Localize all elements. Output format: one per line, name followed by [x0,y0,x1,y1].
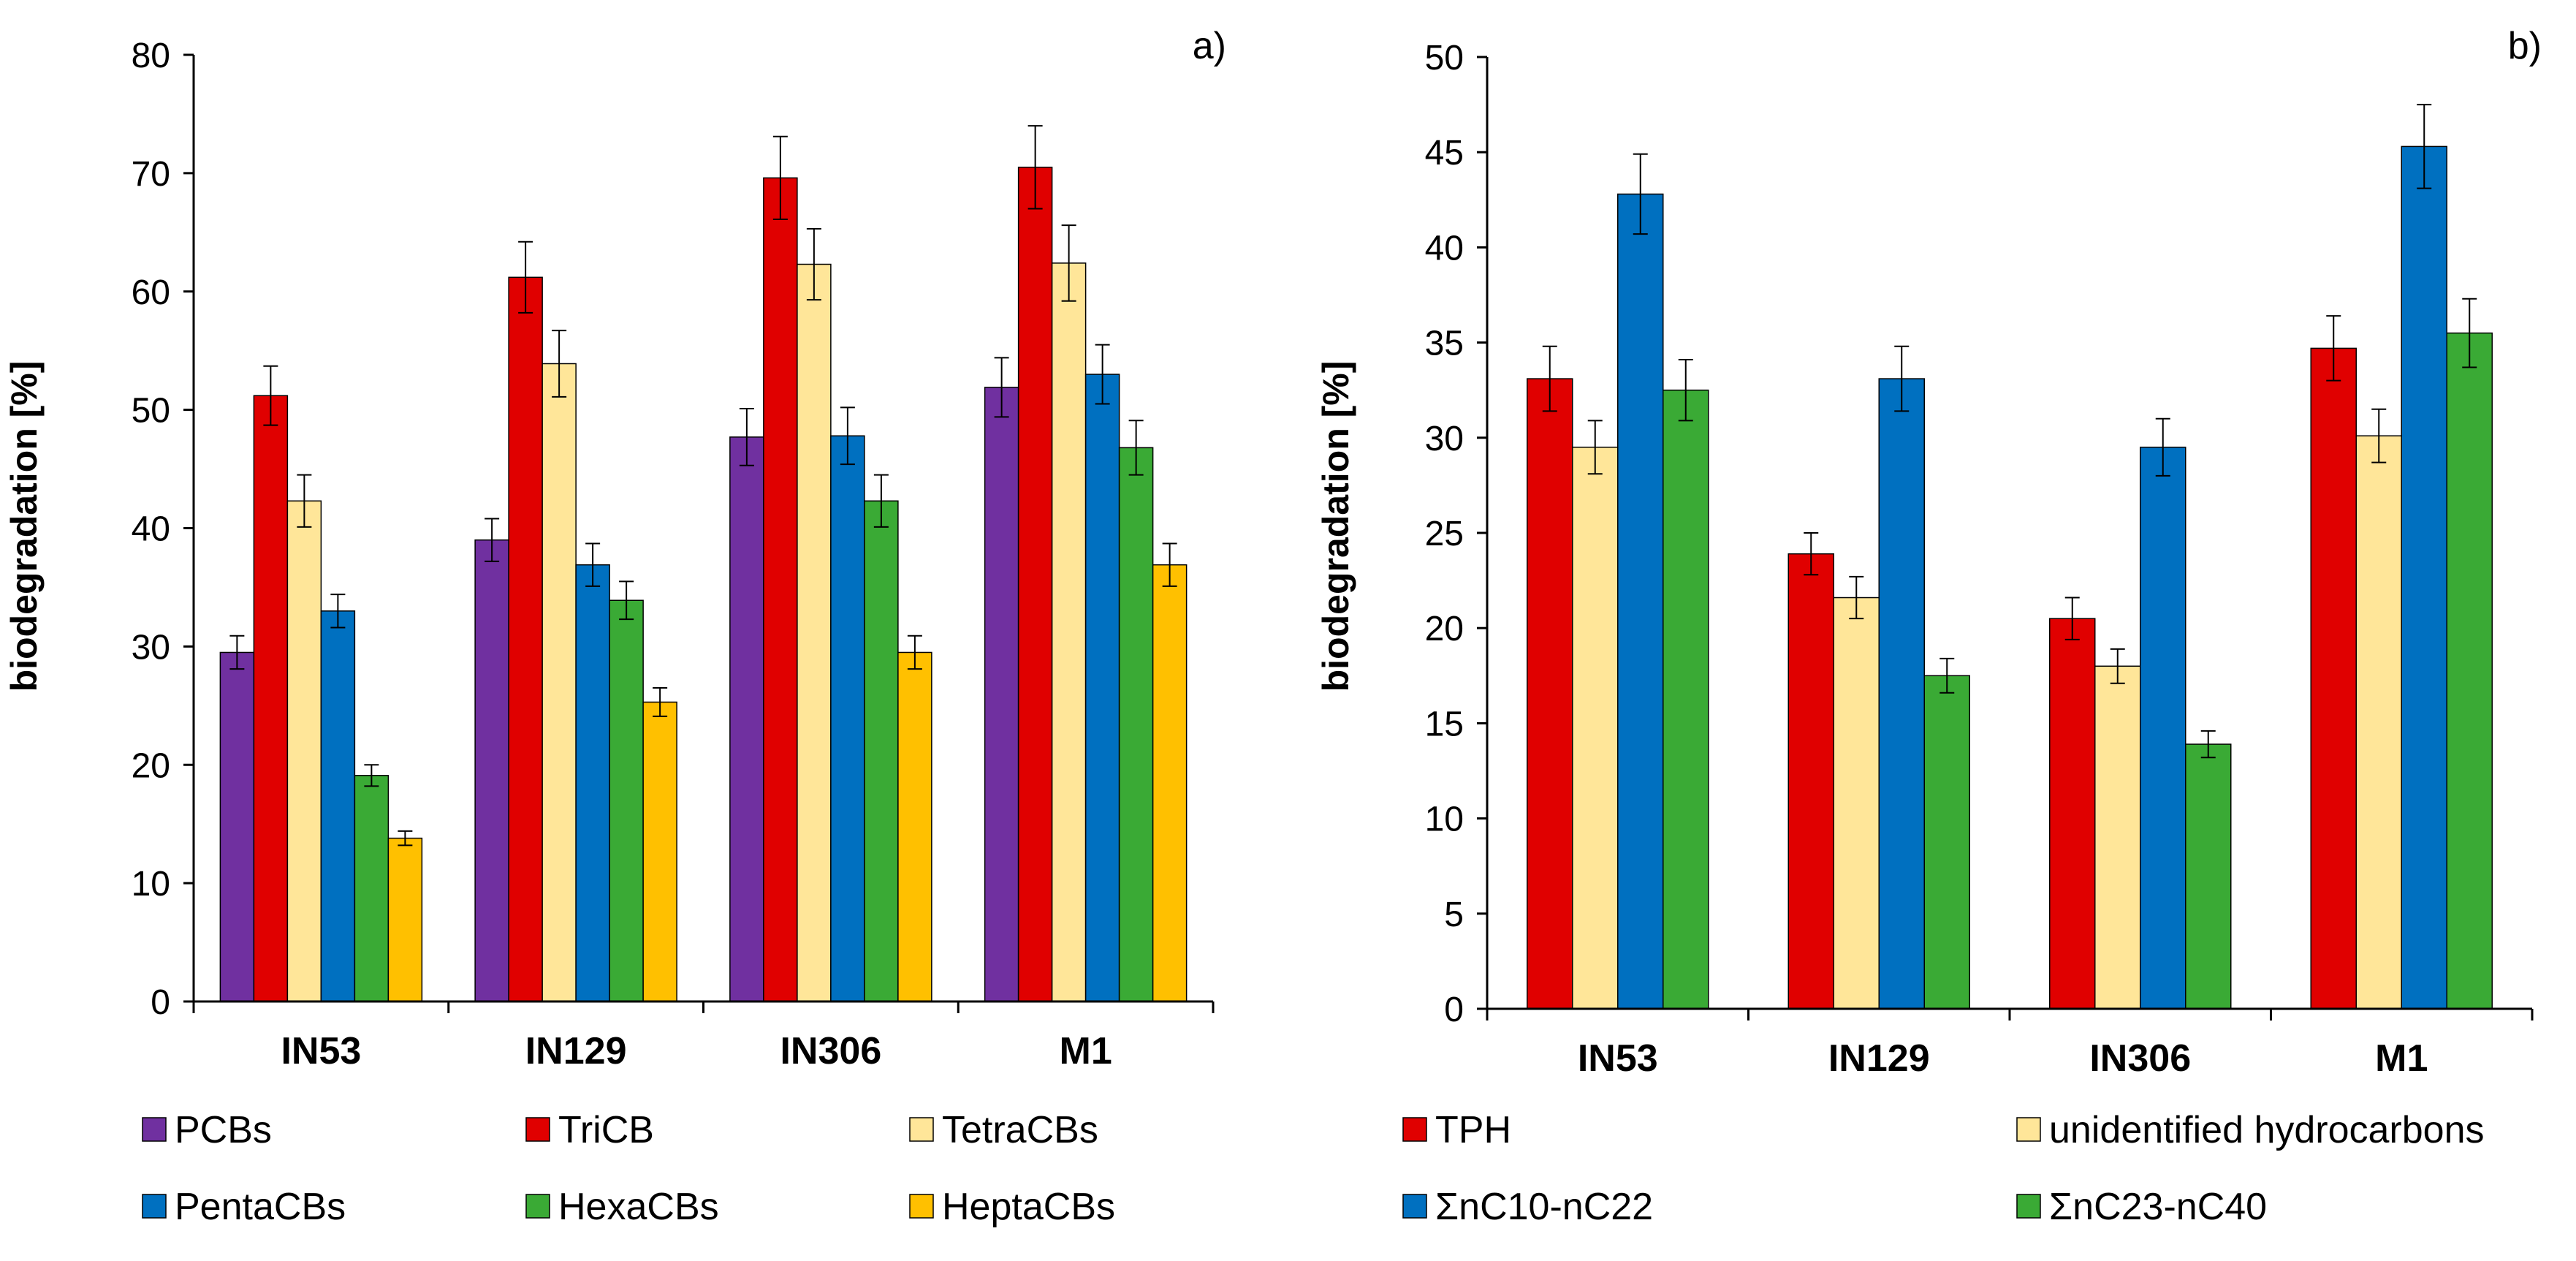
chart-a-bar [575,564,610,1002]
chart-a-bar [1017,167,1053,1002]
chart-b-bar [1617,193,1664,1010]
chart-a-bar [864,500,899,1002]
chart-a-bar [1118,447,1154,1002]
chart-b-legend-swatch [1402,1194,1427,1219]
chart-a-bar [642,701,677,1002]
chart-a-bar [763,177,798,1002]
chart-b-y-tick-label: 40 [1425,229,1464,268]
chart-b-legend-label: TPH [1435,1109,1511,1151]
chart-a-y-tick-label: 50 [132,392,170,431]
chart-a-legend-swatch [909,1117,934,1142]
chart-b-legend-swatch [2016,1117,2041,1142]
chart-a-x-tick-label: IN129 [525,1030,627,1072]
chart-b-bar [2310,347,2357,1010]
chart-a-bar [984,387,1019,1002]
chart-b-bar [2446,332,2493,1010]
chart-a-y-tick-label: 30 [132,628,170,667]
chart-b-panel-label: b) [2508,25,2542,67]
chart-b-legend-label: ΣnC23-nC40 [2049,1186,2267,1228]
chart-a: biodegradation [%] a) 01020304050607080 … [4,25,1226,1228]
chart-b-y-tick-label: 10 [1425,800,1464,839]
chart-b-bar [2140,447,2186,1010]
chart-a-y-tick-label: 70 [132,155,170,194]
chart-a-x-tick-label: IN53 [281,1030,361,1072]
chart-b-y-tick-label: 15 [1425,705,1464,743]
chart-b-bar [2401,145,2447,1010]
chart-b-legend-swatch [1402,1117,1427,1142]
chart-a-legend-swatch [909,1194,934,1219]
chart-b-bar [1787,553,1834,1010]
chart-a-y-tick-label: 40 [132,510,170,549]
chart-a-y-tick-label: 80 [132,37,170,75]
chart-b-y-tick-label: 0 [1444,991,1464,1029]
chart-b-bar [1923,675,1970,1010]
chart-b-y-tick-label: 5 [1444,895,1464,934]
chart-b-x-tick-label: IN53 [1578,1037,1658,1080]
chart-b-bar [1878,378,1925,1010]
chart-a-bar [219,651,255,1002]
chart-a-bar [1152,564,1188,1002]
chart-b-bar [1572,447,1619,1010]
chart-a-y-axis-label: biodegradation [%] [4,361,45,692]
chart-a-legend-swatch [142,1194,167,1219]
chart-b-legend-swatch [2016,1194,2041,1219]
chart-a-bar [609,599,644,1002]
chart-a-bar [253,395,289,1002]
chart-a-x-tick-label: M1 [1060,1030,1112,1072]
chart-a-panel-label: a) [1193,25,1226,67]
chart-a-y-tick-label: 60 [132,273,170,312]
chart-b-y-axis-label: biodegradation [%] [1315,361,1356,692]
chart-b-y-tick-label: 45 [1425,134,1464,173]
chart-a-y-tick-label: 10 [132,865,170,904]
chart-a-legend-label: HexaCBs [558,1186,719,1228]
chart-a-legend-label: PentaCBs [175,1186,346,1228]
chart-a-x-tick-label: IN306 [780,1030,881,1072]
chart-b-x-tick-label: IN129 [1828,1037,1930,1080]
chart-b-bar [2094,665,2141,1010]
chart-b-bar [2185,743,2232,1010]
chart-a-bar [1051,262,1087,1002]
chart-b-legend-label: unidentified hydrocarbons [2049,1109,2485,1151]
chart-b-bar [1833,597,1880,1010]
chart-a-bar [286,500,322,1002]
chart-b: biodegradation [%] b) 0 5 10 15 20 25 30 35 40 45… [1315,25,2542,1228]
chart-b-legend-label: ΣnC10-nC22 [1435,1186,1653,1228]
chart-a-legend-swatch [525,1194,550,1219]
chart-a-bar [387,837,423,1002]
chart-b-x-tick-label: M1 [2375,1037,2428,1080]
chart-a-bar [797,263,832,1002]
chart-a-bar [474,539,509,1002]
chart-a-bar [508,276,543,1002]
chart-a-bar [542,363,577,1002]
chart-b-y-tick-label: 50 [1425,39,1464,77]
chart-a-y-tick-label: 0 [151,983,170,1022]
chart-a-bar [729,436,764,1002]
chart-b-y-tick-label: 30 [1425,420,1464,458]
chart-a-bar [320,610,356,1002]
chart-a-y-tick-label: 20 [132,746,170,785]
chart-a-legend-label: HeptaCBs [942,1186,1115,1228]
chart-b-bar [1527,378,1573,1010]
chart-a-bar [830,435,865,1002]
chart-b-y-tick-label: 20 [1425,610,1464,648]
chart-a-legend-label: TriCB [558,1109,654,1151]
chart-b-bar [1663,389,1709,1010]
chart-b-x-tick-label: IN306 [2089,1037,2191,1080]
chart-a-bar [354,775,390,1002]
chart-b-y-tick-label: 35 [1425,325,1464,363]
chart-b-bar [2049,618,2096,1010]
chart-b-y-tick-label: 25 [1425,515,1464,553]
chart-b-bar [2355,435,2402,1010]
chart-a-bar [897,651,932,1002]
chart-a-legend-swatch [525,1117,550,1142]
chart-a-legend-label: PCBs [175,1109,272,1151]
chart-a-legend-swatch [142,1117,167,1142]
chart-a-bar [1084,374,1120,1002]
chart-a-legend-label: TetraCBs [942,1109,1098,1151]
